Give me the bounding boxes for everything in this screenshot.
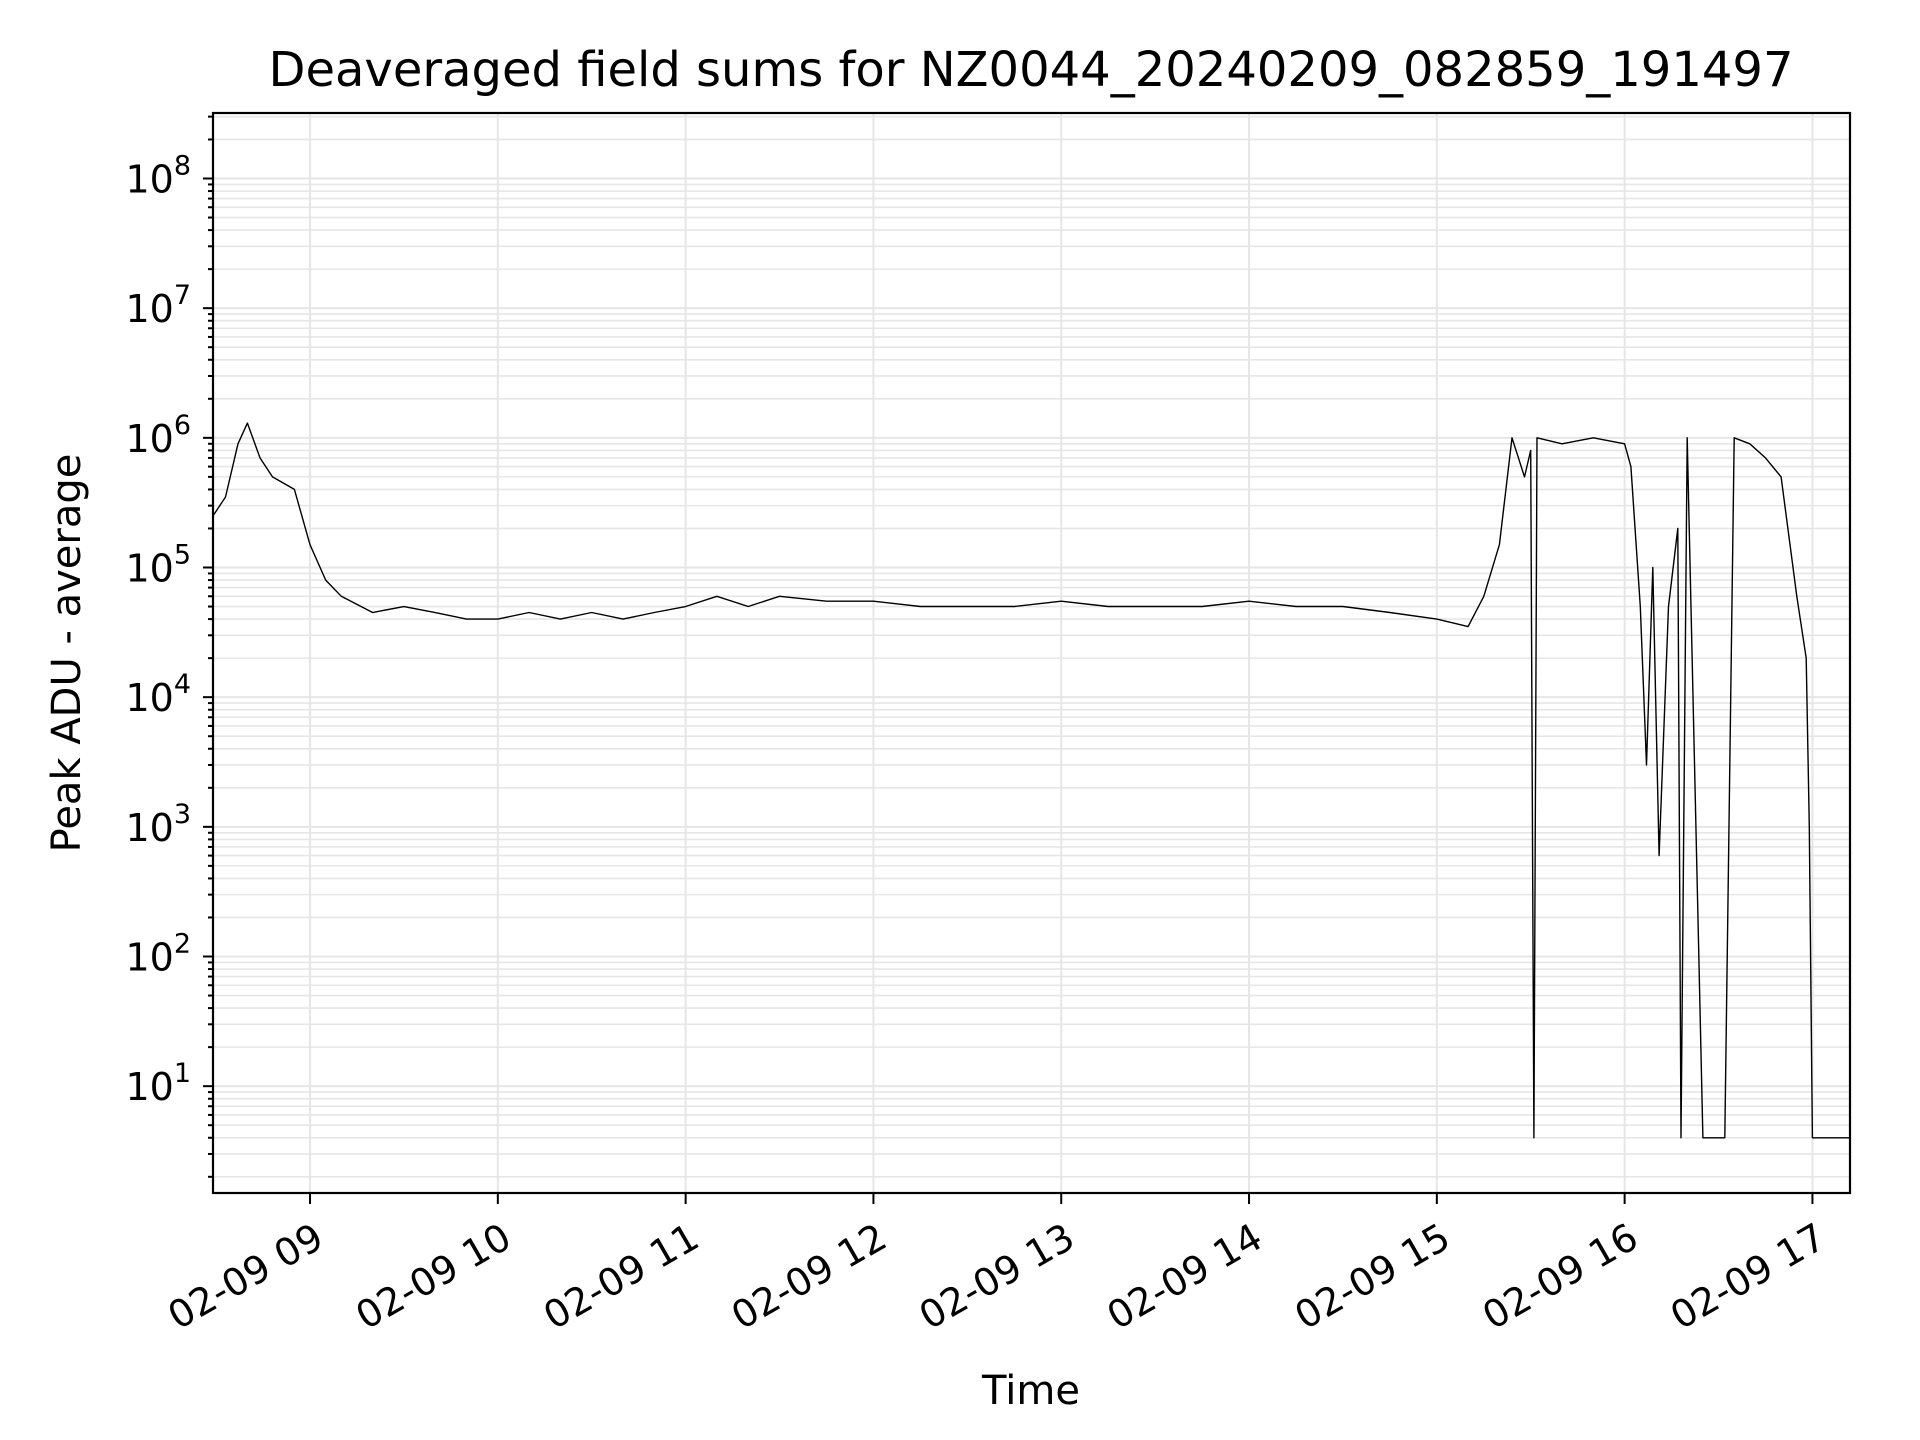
y-tick-label: 106 — [125, 410, 191, 461]
chart-title: Deaveraged field sums for NZ0044_2024020… — [269, 42, 1794, 98]
plot-background — [213, 113, 1850, 1193]
y-tick-label: 108 — [125, 151, 191, 202]
y-tick-label: 101 — [125, 1058, 191, 1109]
y-axis: 101 102 103 104 105 106 107 108 — [125, 115, 213, 1178]
series-line — [212, 422, 1850, 1139]
y-tick-label: 107 — [125, 280, 191, 331]
plot-area — [211, 111, 1852, 1195]
y-tick-label: 105 — [125, 540, 191, 591]
y-tick-label: 103 — [125, 799, 191, 850]
x-axis-label: Time — [981, 1368, 1080, 1414]
y-axis-label: Peak ADU - average — [44, 454, 90, 853]
series-group — [212, 422, 1850, 1139]
plot-frame — [211, 111, 1852, 1195]
y-tick-label: 102 — [125, 929, 191, 980]
grid-lines — [213, 113, 1850, 1193]
y-tick-label: 104 — [125, 669, 191, 720]
